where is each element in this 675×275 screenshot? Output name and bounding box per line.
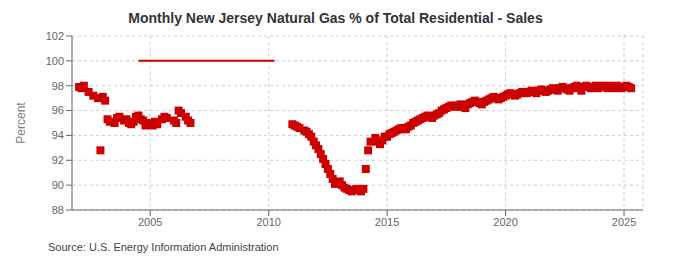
svg-text:2010: 2010 [256,216,280,228]
svg-text:90: 90 [52,179,64,191]
svg-text:2015: 2015 [375,216,399,228]
svg-text:100: 100 [46,55,64,67]
svg-text:94: 94 [52,129,64,141]
svg-text:88: 88 [52,204,64,216]
html-text:Source: U.S. Energy Informatio: Source: U.S. Energy Information Administ… [48,241,279,253]
svg-text:102: 102 [46,30,64,42]
html-text:Monthly New Jersey Natural Gas: Monthly New Jersey Natural Gas % of Tota… [128,10,543,26]
svg-text:2025: 2025 [612,216,636,228]
svg-text:2020: 2020 [493,216,517,228]
svg-text:Percent: Percent [14,102,28,144]
svg-text:92: 92 [52,154,64,166]
svg-text:2005: 2005 [138,216,162,228]
svg-text:96: 96 [52,104,64,116]
svg-text:98: 98 [52,80,64,92]
